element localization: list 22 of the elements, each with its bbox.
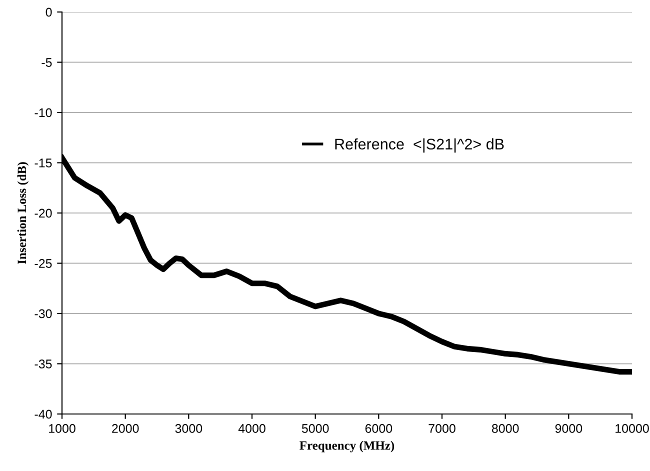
y-tick-label: -5 — [42, 58, 52, 67]
y-tick-label: -10 — [34, 108, 52, 118]
y-tick-label: -15 — [34, 158, 52, 168]
x-tick-label: 10000 — [616, 424, 649, 433]
x-tick-label: 2000 — [112, 424, 139, 433]
x-tick-label: 6000 — [365, 424, 392, 433]
y-tick-label: -25 — [34, 259, 52, 268]
y-tick-label: 0 — [46, 8, 52, 17]
x-tick-label: 8000 — [492, 424, 519, 433]
y-tick-label: -20 — [34, 208, 52, 218]
y-tick-label: -35 — [34, 360, 52, 368]
x-tick-label: 7000 — [428, 424, 456, 433]
x-tick-label: 4000 — [238, 424, 266, 433]
y-axis-title: Insertion Loss (dB) — [17, 162, 29, 264]
legend-label: Reference <|S21|^2> dB — [335, 138, 504, 153]
x-tick-label: 9000 — [555, 424, 582, 433]
x-tick-label: 3000 — [175, 424, 202, 433]
x-tick-label: 5000 — [302, 424, 329, 433]
x-axis-title: Frequency (MHz) — [300, 440, 394, 452]
y-tick-label: -30 — [34, 309, 52, 318]
y-tick-label: -40 — [34, 410, 52, 419]
x-tick-label: 1000 — [49, 424, 76, 433]
